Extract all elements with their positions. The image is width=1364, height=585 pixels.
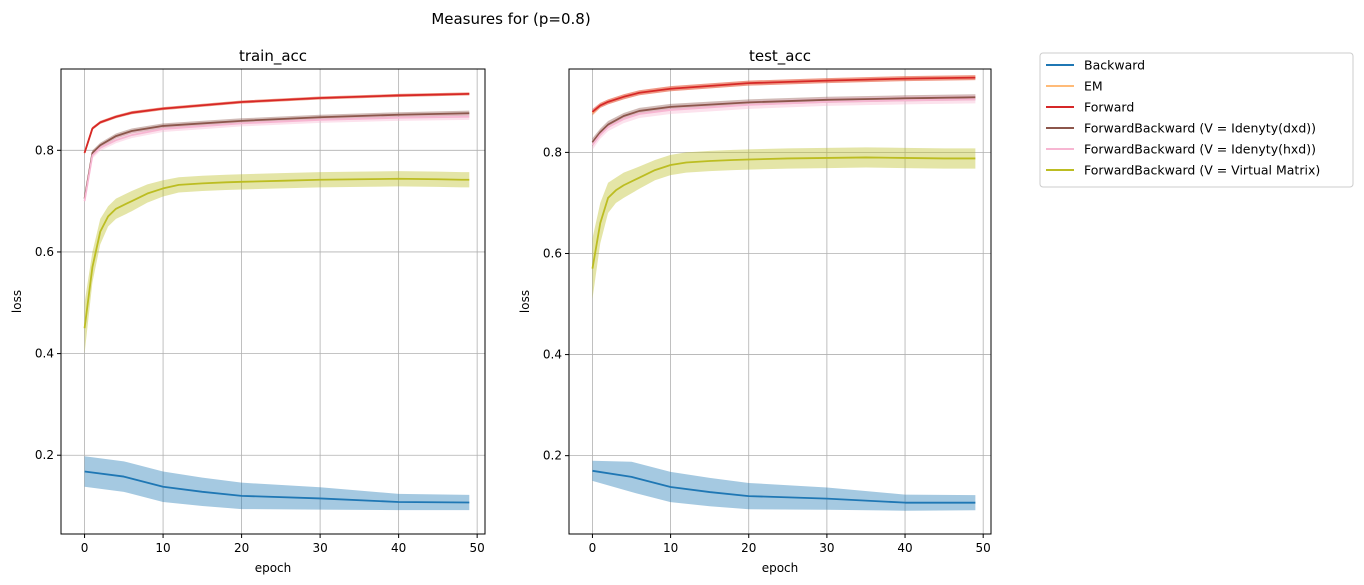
legend-label: Backward [1084,58,1145,73]
series-line-forwardbackward-v-idenyty-dxd [83,112,470,199]
legend-box [1039,52,1354,188]
series-line-forwardbackward-v-idenyty-hxd [83,115,470,202]
legend: Backward EM Forward ForwardBackward (V = Id… [1039,52,1354,188]
y-tick-label: 0.8 [543,145,562,159]
legend-entry-backward: Backward [1046,58,1145,73]
y-tick-label: 0.6 [35,245,54,259]
legend-entry-forwardbackward-v-virtual-matrix: ForwardBackward (V = Virtual Matrix) [1046,163,1320,178]
series-band-forwardbackward-v-virtual-matrix [592,147,976,299]
axes-frame [60,68,486,535]
legend-entry-forward: Forward [1046,100,1134,115]
legend-label: ForwardBackward (V = Idenyty(dxd)) [1084,121,1316,136]
x-tick-label: 30 [312,541,327,555]
grid [569,69,991,534]
legend-entry-forwardbackward-v-idenyty-dxd: ForwardBackward (V = Idenyty(dxd)) [1046,121,1316,136]
figure-suptitle: Measures for (p=0.8) [431,10,590,28]
grid [61,69,485,534]
plot-area [61,69,485,534]
legend-label: ForwardBackward (V = Virtual Matrix) [1084,163,1320,178]
plot-area [569,69,991,534]
y-tick-label: 0.6 [543,246,562,260]
series-band-forward [592,75,976,115]
series-line-forward [83,93,470,154]
panel-title: train_acc [239,47,307,66]
series-line-forwardbackward-v-virtual-matrix [83,177,470,329]
x-axis-label: epoch [255,561,292,575]
y-tick-label: 0.8 [35,143,54,157]
series-line-backward [592,469,976,504]
y-axis-label: loss [518,290,532,313]
legend-label: Forward [1084,100,1134,115]
series-band-backward [84,456,470,511]
x-tick-label: 10 [155,541,170,555]
x-tick-label: 40 [897,541,912,555]
y-tick-label: 0.4 [543,348,562,362]
panel-title: test_acc [749,47,811,66]
y-tick-label: 0.2 [35,448,54,462]
x-tick-label: 20 [234,541,249,555]
legend-label: ForwardBackward (V = Idenyty(hxd)) [1084,142,1316,157]
series-line-forwardbackward-v-virtual-matrix [591,156,976,269]
axes-frame [568,68,992,535]
series-line-forward [591,76,976,113]
legend-entry-em: EM [1046,79,1103,94]
series-line-forwardbackward-v-idenyty-hxd [591,98,976,146]
x-tick-label: 50 [470,541,485,555]
x-tick-label: 50 [976,541,991,555]
x-tick-label: 30 [819,541,834,555]
y-axis-label: loss [10,290,24,313]
series-line-forwardbackward-v-idenyty-dxd [591,96,976,143]
series-group [83,92,470,511]
x-tick-label: 10 [663,541,678,555]
y-tick-label: 0.2 [543,449,562,463]
series-group [591,75,976,511]
series-band-forwardbackward-v-idenyty-dxd [592,94,976,147]
x-tick-label: 40 [391,541,406,555]
series-line-backward [84,470,470,504]
x-tick-label: 0 [81,541,89,555]
y-tick-label: 0.4 [35,347,54,361]
x-tick-label: 20 [741,541,756,555]
series-band-backward [592,460,976,511]
legend-entry-forwardbackward-v-idenyty-hxd: ForwardBackward (V = Idenyty(hxd)) [1046,142,1316,157]
x-tick-label: 0 [589,541,597,555]
legend-label: EM [1084,79,1103,94]
x-axis-label: epoch [762,561,799,575]
series-band-em [592,75,976,117]
